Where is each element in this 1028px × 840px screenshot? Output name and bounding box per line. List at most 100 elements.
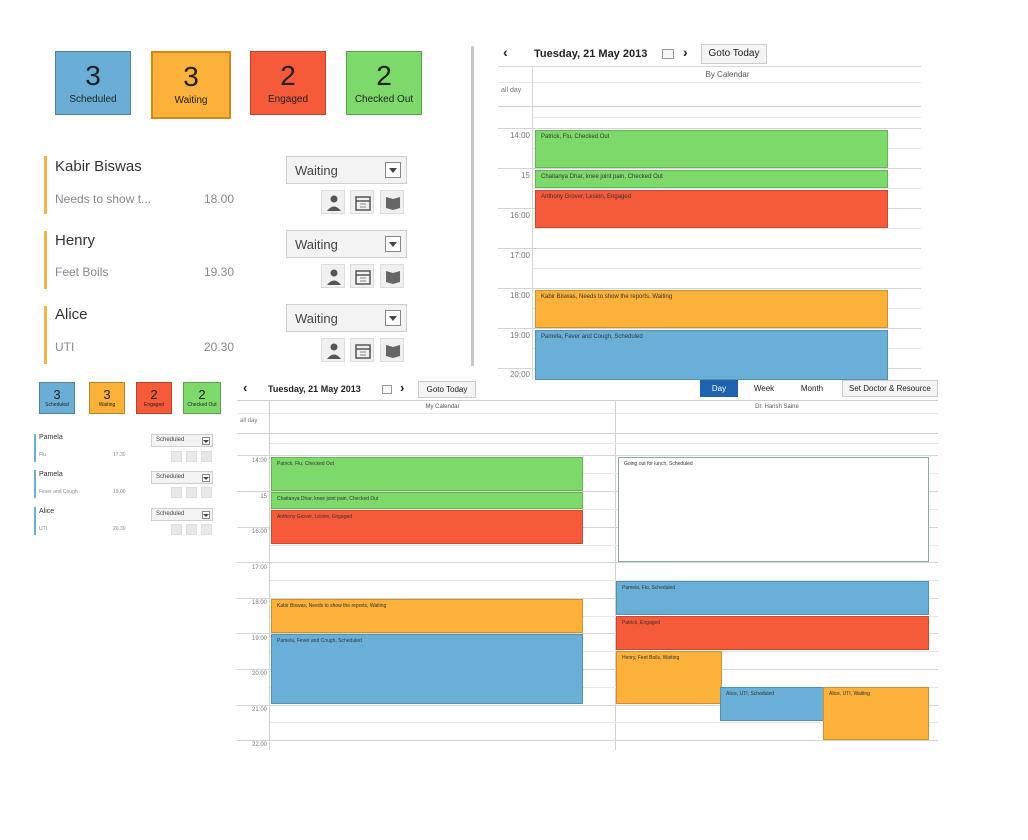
status-accent [34, 507, 36, 535]
grid-line [237, 527, 938, 528]
person-icon[interactable] [171, 487, 182, 498]
person-icon[interactable] [321, 338, 345, 362]
card-label: Scheduled [69, 94, 117, 105]
status-dropdown[interactable]: Waiting [286, 230, 407, 258]
prev-day-button[interactable]: ‹ [503, 44, 508, 60]
calendar-event[interactable]: Anthony Grover, Lesion, Engaged [271, 510, 583, 544]
dropdown-toggle[interactable] [202, 474, 210, 482]
flag-icon[interactable] [201, 524, 212, 535]
calendar-event[interactable]: Alice, UTI, Waiting [823, 687, 929, 740]
calendar-event[interactable]: Kabir Biswas, Needs to show the reports,… [535, 290, 888, 328]
calendar-event[interactable]: Henry, Feet Boils, Waiting [616, 651, 722, 704]
dropdown-toggle[interactable] [202, 511, 210, 519]
grid-line [237, 705, 938, 706]
time-label: 19:00 [251, 636, 267, 642]
flag-icon[interactable] [201, 487, 212, 498]
person-icon[interactable] [321, 190, 345, 214]
divider [237, 433, 938, 434]
card-label: Waiting [174, 95, 208, 106]
time-label: 18:00 [509, 291, 530, 300]
card-label: Waiting [98, 402, 116, 408]
scheduled-count-card[interactable]: 3 Scheduled [39, 382, 75, 414]
time-gutter-line [269, 400, 270, 750]
tab-month[interactable]: Month [790, 380, 834, 397]
checked-out-count-card[interactable]: 2 Checked Out [346, 51, 422, 115]
waiting-count-card[interactable]: 3 Waiting [89, 382, 125, 414]
next-day-button[interactable]: › [683, 44, 688, 60]
tab-day[interactable]: Day [700, 380, 738, 397]
goto-today-button[interactable]: Goto Today [418, 381, 476, 398]
calendar-icon[interactable] [350, 264, 374, 288]
grid-line [498, 288, 921, 289]
calendar-icon[interactable] [350, 338, 374, 362]
grid-line [270, 687, 938, 688]
person-icon[interactable] [321, 264, 345, 288]
patient-name: Alice [39, 508, 55, 515]
grid-line [270, 722, 938, 723]
engaged-count-card[interactable]: 2 Engaged [250, 51, 326, 115]
grid-line [270, 616, 938, 617]
calendar-picker-icon[interactable] [662, 49, 674, 59]
calendar-event[interactable]: Patrick, Engaged [616, 616, 929, 650]
grid-line [270, 580, 938, 581]
patient-note: Feet Boils [55, 265, 109, 279]
appointment-time: 20.30 [204, 340, 235, 354]
status-dropdown[interactable]: Scheduled [151, 434, 213, 447]
status-dropdown[interactable]: Scheduled [151, 471, 213, 484]
time-label: 17:00 [251, 565, 267, 571]
calendar-icon[interactable] [350, 190, 374, 214]
engaged-count-card[interactable]: 2 Engaged [136, 382, 172, 414]
status-accent [44, 306, 47, 364]
calendar-picker-icon[interactable] [382, 385, 392, 394]
calendar-icon[interactable] [186, 524, 197, 535]
waiting-count-card[interactable]: 3 Waiting [151, 51, 231, 119]
dropdown-toggle[interactable] [385, 162, 401, 178]
calendar-event[interactable]: Patrick, Flu, Checked Out [271, 457, 583, 491]
dropdown-toggle[interactable] [202, 437, 210, 445]
flag-icon[interactable] [201, 451, 212, 462]
scheduled-count-card[interactable]: 3 Scheduled [55, 51, 131, 115]
status-dropdown[interactable]: Scheduled [151, 508, 213, 521]
calendar-event[interactable]: Chaitanya Dhar, knee joint pain, Checked… [535, 170, 888, 188]
person-icon[interactable] [171, 451, 182, 462]
calendar-icon[interactable] [186, 487, 197, 498]
status-dropdown[interactable]: Waiting [286, 156, 407, 184]
tab-week[interactable]: Week [744, 380, 784, 397]
calendar-icon[interactable] [186, 451, 197, 462]
all-day-label: all day [501, 87, 522, 94]
time-label: 15 [521, 171, 530, 180]
card-count: 3 [183, 61, 199, 92]
calendar-event[interactable]: Pamela, Fever and Cough, Scheduled [535, 330, 888, 380]
calendar-event[interactable]: Anthony Grover, Lesion, Engaged [535, 190, 888, 228]
calendar-event[interactable]: Alice, UTI, Scheduled [720, 687, 824, 721]
appointment-time: 20.30 [113, 526, 126, 532]
flag-icon[interactable] [380, 190, 404, 214]
panel-divider [471, 46, 474, 366]
prev-day-button[interactable]: ‹ [243, 380, 248, 395]
calendar-event[interactable]: Pamela, Fever and Cough, Scheduled [271, 634, 583, 704]
flag-icon[interactable] [380, 338, 404, 362]
next-day-button[interactable]: › [400, 380, 405, 395]
calendar-event[interactable]: Chaitanya Dhar, knee joint pain, Checked… [271, 492, 583, 509]
dropdown-toggle[interactable] [385, 310, 401, 326]
dropdown-toggle[interactable] [385, 236, 401, 252]
date-title: Tuesday, 21 May 2013 [534, 48, 648, 60]
calendar-event[interactable]: Going out for lunch, Scheduled [618, 457, 929, 562]
chevron-down-icon [389, 242, 397, 247]
calendar-event[interactable]: Kabir Biswas, Needs to show the reports,… [271, 599, 583, 633]
goto-today-button[interactable]: Goto Today [701, 44, 767, 64]
calendar-event[interactable]: Patrick, Flu, Checked Out [535, 130, 888, 168]
grid-line [498, 168, 921, 169]
divider [498, 66, 921, 67]
flag-icon[interactable] [380, 264, 404, 288]
grid-line [237, 491, 938, 492]
person-icon[interactable] [171, 524, 182, 535]
patient-note: UTI [55, 340, 75, 354]
time-label: 22:00 [251, 742, 267, 748]
calendar-event[interactable]: Pamela, Flu, Scheduled [616, 581, 929, 615]
checked-out-count-card[interactable]: 2 Checked Out [183, 382, 221, 414]
chevron-down-icon [203, 514, 209, 517]
set-doctor-resource-button[interactable]: Set Doctor & Resource [842, 380, 938, 397]
time-label: 17:00 [509, 251, 530, 260]
status-dropdown[interactable]: Waiting [286, 304, 407, 332]
